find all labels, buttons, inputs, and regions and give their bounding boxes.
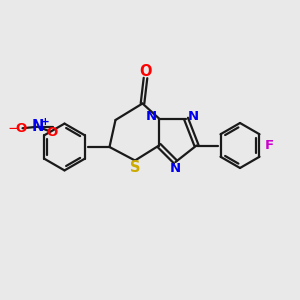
Text: N: N (32, 119, 44, 134)
Text: N: N (188, 110, 199, 124)
Text: O: O (46, 126, 58, 139)
Text: +: + (41, 117, 50, 127)
Text: N: N (170, 162, 181, 175)
Text: S: S (130, 160, 140, 175)
Text: O: O (15, 122, 27, 135)
Text: N: N (146, 110, 157, 124)
Text: −: − (7, 121, 19, 136)
Text: F: F (265, 139, 274, 152)
Text: O: O (139, 64, 152, 79)
